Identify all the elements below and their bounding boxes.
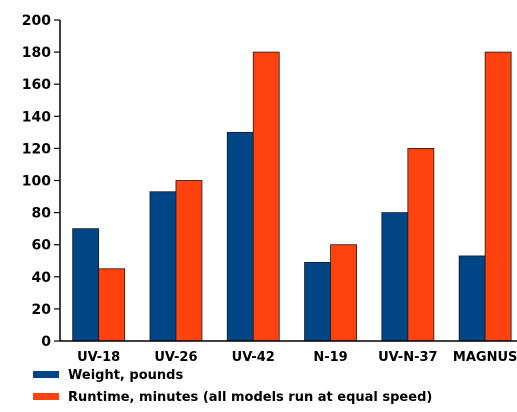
bar-uv-18-series-1 xyxy=(72,228,100,342)
y-tick-label: 80 xyxy=(32,206,52,222)
x-tick-label: MAGNUS xyxy=(453,350,517,365)
bars xyxy=(72,51,512,342)
bar-n-19-series-2 xyxy=(330,244,357,342)
x-tick-label: N-19 xyxy=(313,350,347,365)
bar-uv-42-series-1 xyxy=(226,131,254,342)
x-tick-label: UV-N-37 xyxy=(378,350,437,365)
x-tick-label: UV-42 xyxy=(232,350,275,365)
bar-uv-n-37-series-1 xyxy=(381,212,409,342)
bar-uv-18-series-2 xyxy=(98,268,126,342)
y-tick-label: 60 xyxy=(32,238,52,254)
legend-swatch xyxy=(33,371,59,378)
legend-label: Weight, pounds xyxy=(68,368,183,383)
legend: Weight, pounds Runtime, minutes (all mode… xyxy=(33,368,432,405)
y-tick-label: 40 xyxy=(32,270,52,286)
x-tick-label: UV-26 xyxy=(154,350,197,365)
y-tick-label: 20 xyxy=(32,302,52,318)
y-tick-label: 100 xyxy=(22,174,51,190)
y-tick-label: 0 xyxy=(41,334,51,350)
y-tick-label: 200 xyxy=(22,13,51,29)
y-tick-label: 180 xyxy=(22,45,51,61)
legend-label: Runtime, minutes (all models run at equa… xyxy=(68,390,432,405)
bar-magnus-series-2 xyxy=(484,51,512,342)
y-tick-label: 160 xyxy=(22,77,51,93)
bar-n-19-series-1 xyxy=(304,261,331,342)
bar-uv-42-series-2 xyxy=(252,51,280,342)
bar-uv-26-series-1 xyxy=(149,191,177,342)
bar-magnus-series-1 xyxy=(458,255,486,342)
bar-uv-n-37-series-2 xyxy=(407,147,435,342)
bar-uv-26-series-2 xyxy=(175,180,203,342)
x-axis: UV-18 UV-26 UV-42 N-19 UV-N-37 MAGNUS xyxy=(60,340,517,365)
y-tick-label: 140 xyxy=(22,109,51,125)
y-axis: 0 20 40 60 80 100 120 140 160 180 200 xyxy=(22,13,61,350)
x-tick-label: UV-18 xyxy=(77,350,120,365)
legend-swatch xyxy=(33,393,59,400)
y-tick-label: 120 xyxy=(22,141,51,157)
